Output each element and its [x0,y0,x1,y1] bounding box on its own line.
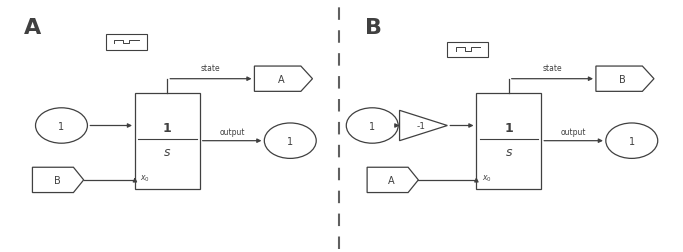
Ellipse shape [264,123,316,159]
Bar [477,93,541,189]
Text: state: state [201,64,221,73]
Polygon shape [596,67,654,92]
Text: $\mathit{s}$: $\mathit{s}$ [505,146,513,159]
Text: state: state [542,64,562,73]
Text: -1: -1 [417,121,426,131]
Text: A: A [389,175,395,185]
Text: $\mathbf{1}$: $\mathbf{1}$ [504,121,514,134]
Ellipse shape [606,123,658,159]
Text: $\mathbf{1}$: $\mathbf{1}$ [163,121,172,134]
Text: 1: 1 [370,121,375,131]
Text: output: output [219,127,245,136]
Ellipse shape [36,108,87,144]
Polygon shape [400,111,447,141]
Ellipse shape [346,108,398,144]
Text: B: B [619,74,626,84]
Bar [135,93,199,189]
Bar [106,35,147,50]
Polygon shape [33,168,84,193]
Text: B: B [365,18,382,38]
Text: 1: 1 [59,121,64,131]
Text: B: B [54,175,60,185]
Text: $x_0$: $x_0$ [140,173,150,183]
Text: $x_0$: $x_0$ [482,173,492,183]
Polygon shape [367,168,418,193]
Text: A: A [278,74,284,84]
Text: output: output [561,127,586,136]
Text: A: A [24,18,41,38]
Bar [447,43,488,58]
Text: $\mathit{s}$: $\mathit{s}$ [163,146,171,159]
Polygon shape [254,67,312,92]
Text: 1: 1 [629,136,635,146]
Text: 1: 1 [288,136,293,146]
